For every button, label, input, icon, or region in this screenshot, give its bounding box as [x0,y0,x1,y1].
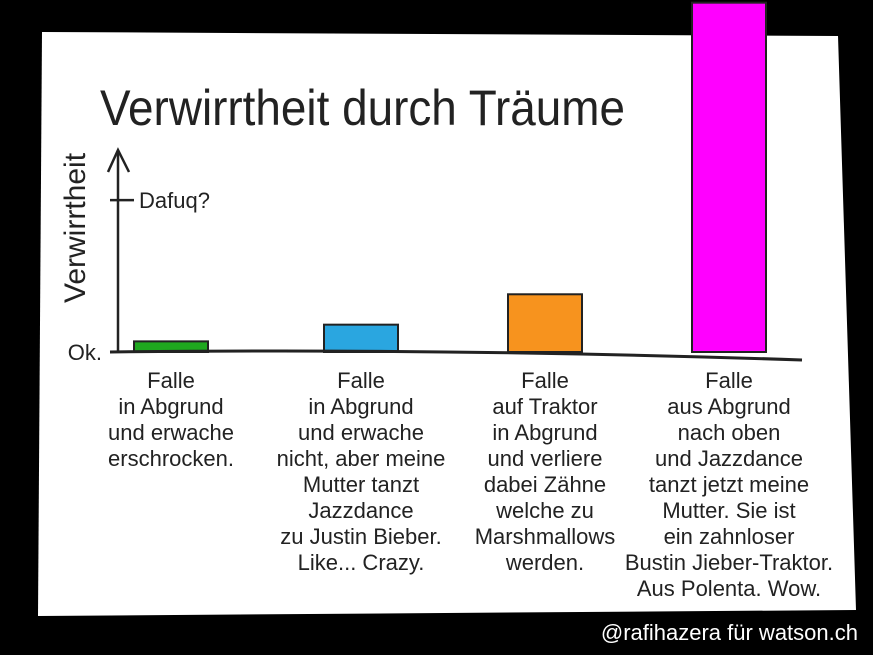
credit: @rafihazera für watson.ch [601,620,858,645]
paper [38,32,856,616]
baseline [109,349,803,362]
chart-title: Verwirrtheit durch Träume [100,80,625,136]
x-tick-label-line: Like... Crazy. [298,550,425,575]
x-tick-label-line: und Jazzdance [655,446,803,471]
x-tick-label-line: welche zu [495,498,594,523]
x-tick-label-line: in Abgrund [308,394,413,419]
x-tick-label-line: Bustin Jieber-Traktor. [625,550,833,575]
x-tick-label-line: ein zahnloser [664,524,795,549]
x-tick-label-line: nicht, aber meine [277,446,446,471]
x-tick-label-line: tanzt jetzt meine [649,472,809,497]
x-tick-label-line: Marshmallows [475,524,616,549]
x-tick-label-line: auf Traktor [492,394,597,419]
x-tick-label-line: und erwache [108,420,234,445]
x-tick-label: Falle aus Abgrund nach oben und Jazzdance ta… [625,368,833,601]
y-axis-arrow [106,147,131,173]
x-tick-label: Falle in Abgrund und erwache nicht, aber me… [277,368,446,575]
bar [507,293,583,353]
x-tick-label-line: in Abgrund [492,420,597,445]
x-tick-label-line: Mutter. Sie ist [662,498,795,523]
x-tick-label-line: Falle [337,368,385,393]
x-tick-label-line: dabei Zähne [484,472,606,497]
y-tick-label: Ok. [68,340,102,365]
x-tick-label-line: Aus Polenta. Wow. [637,576,821,601]
x-tick-label: Falle in Abgrund und erwache erschrocken. [108,368,234,471]
x-tick-label-line: Falle [147,368,195,393]
x-tick-label-line: aus Abgrund [667,394,791,419]
y-tick-label: Dafuq? [139,188,210,213]
x-tick-label-line: und verliere [488,446,603,471]
x-tick-label-line: Falle [521,368,569,393]
x-tick-label-line: erschrocken. [108,446,234,471]
x-tick-label-line: zu Justin Bieber. [280,524,441,549]
x-tick-label-line: Jazzdance [308,498,413,523]
y-axis-label: Verwirrtheit [59,152,92,303]
x-tick-label-line: Mutter tanzt [303,472,419,497]
bar [323,323,399,353]
x-tick-label-line: und erwache [298,420,424,445]
bar [691,1,767,353]
x-tick-label-line: Falle [705,368,753,393]
x-tick-label: Falle auf Traktor in Abgrund und verliere da… [475,368,616,575]
x-tick-label-line: werden. [505,550,584,575]
x-tick-label-line: nach oben [678,420,781,445]
x-tick-label-line: in Abgrund [118,394,223,419]
